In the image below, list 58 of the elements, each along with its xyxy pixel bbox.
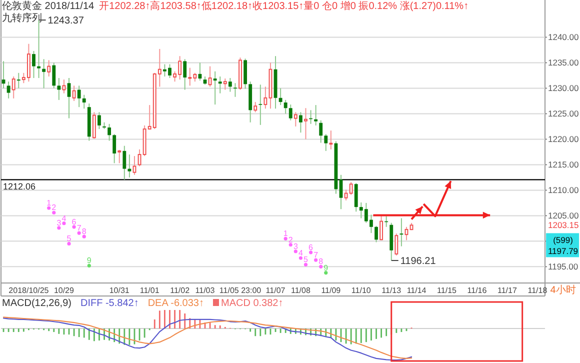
annotation: 4小时: [550, 285, 576, 296]
annotation: 5: [66, 234, 72, 244]
ytick-label: 1205.00: [548, 210, 579, 221]
annotation: 8: [318, 257, 324, 266]
annotation: 3: [293, 242, 298, 251]
xtick-label: 11/03: [195, 286, 215, 295]
xtick-label: 10/29: [54, 286, 74, 295]
legend-item: DEA -6.033↑: [148, 298, 204, 309]
xtick-label: 11/01: [140, 286, 160, 295]
xtick-label: 11/13: [382, 286, 402, 295]
annotation: 1196.21: [400, 256, 436, 268]
annotation: 5: [304, 255, 308, 264]
ytick-label: 1230.00: [548, 83, 579, 94]
annotation: 1: [283, 229, 288, 238]
annotation: 3: [56, 218, 62, 228]
xtick-label: 11/07: [266, 286, 286, 295]
annotation: 2: [288, 235, 293, 244]
ytick-label: 1195.00: [548, 262, 578, 272]
xtick-label: 11/15: [437, 286, 456, 295]
annotation: 8: [82, 227, 86, 236]
legend-item: MACD 0.382↑: [220, 298, 284, 309]
annotation: 9: [324, 263, 328, 272]
ytick-label: 1220.00: [548, 134, 579, 144]
annotation: 2: [52, 203, 56, 212]
annotation: 6: [308, 242, 313, 252]
annotation: 九转序列: [2, 13, 42, 24]
annotation: 1: [46, 198, 52, 208]
ytick-label: 1210.00: [548, 185, 579, 196]
annotation: 7: [76, 224, 82, 233]
annotation: 7: [314, 250, 318, 260]
ytick-label: 1240.00: [548, 32, 579, 42]
xtick-label: 11/10: [351, 286, 371, 295]
xtick-label: 11/18: [528, 286, 548, 295]
annotation: 4: [298, 248, 303, 258]
ytick-label: 1225.00: [548, 108, 579, 119]
annotation: 1197.79: [548, 246, 578, 256]
xtick-label: 11/17: [498, 286, 517, 295]
xtick-label: 11/16: [467, 286, 487, 295]
annotation: 1203.15: [548, 220, 579, 230]
xtick-label: 11/09: [321, 286, 341, 295]
annotation: 1243.37: [48, 16, 84, 27]
xtick-label: 11/02: [170, 286, 190, 295]
legend-item: DIFF -5.842↑: [80, 298, 139, 309]
annotation: 4: [62, 214, 66, 223]
xtick-label: 11/05 23:00: [219, 286, 262, 295]
annotation: 6: [72, 217, 76, 226]
xtick-label: 10/31: [109, 286, 130, 295]
ytick-label: 1235.00: [548, 58, 579, 68]
title: 伦敦黄金 2018/11/14: [2, 1, 94, 12]
annotation: 9: [86, 256, 92, 266]
subtitle: 开1202.28↑高1203.58↑低1202.18↑收1203.15↑量0 仓0 增0 振0.12% 涨(1.27)0.11%↑: [99, 1, 469, 12]
xtick-label: 2018/10/25: [8, 286, 49, 295]
title: MACD(12,26,9): [2, 298, 72, 309]
xtick-label: 11/08: [290, 286, 310, 295]
ref-label: 1212.06: [3, 182, 36, 192]
xtick-label: 11/14: [406, 286, 426, 295]
annotation: (599): [553, 235, 573, 246]
ytick-label: 1215.00: [548, 160, 579, 170]
